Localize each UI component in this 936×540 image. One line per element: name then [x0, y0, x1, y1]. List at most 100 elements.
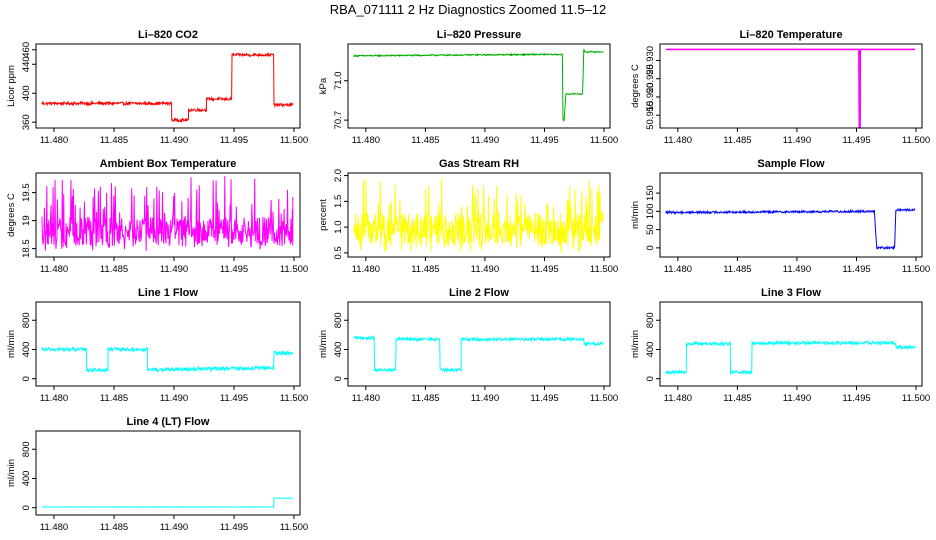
series-line: [41, 497, 294, 508]
x-tick-label: 11.495: [530, 135, 558, 146]
plot-frame: [347, 172, 611, 258]
x-tick-label: 11.490: [783, 393, 811, 404]
y-tick-label: 360: [21, 114, 32, 130]
series-group: [353, 48, 604, 122]
plot-frame: [347, 301, 611, 387]
series-line: [353, 48, 604, 122]
plot-frame: [659, 172, 923, 258]
y-tick-label: 400: [21, 342, 32, 358]
chart-panel-3: Li–820 Temperature 11.480 11.485 11.490 11.4…: [630, 29, 930, 146]
x-tick-label: 11.500: [902, 393, 930, 404]
x-tick-label: 11.485: [100, 264, 128, 275]
x-tick-label: 11.500: [902, 135, 930, 146]
y-tick-label: 0: [21, 376, 32, 381]
y-tick-label: 800: [21, 441, 32, 457]
series-group: [665, 48, 915, 128]
x-tick-label: 11.495: [220, 135, 248, 146]
y-tick-label: 100: [645, 203, 656, 219]
y-tick-label: 0: [21, 505, 32, 510]
plot-frame: [659, 301, 923, 387]
chart-panel-7: Line 1 Flow 11.480 11.485 11.490 11.495 11.50…: [6, 287, 308, 404]
chart-title: Sample Flow: [757, 158, 825, 170]
y-axis-label: ml/min: [630, 330, 641, 358]
series-line: [665, 339, 916, 376]
y-tick-label: 400: [333, 342, 344, 358]
x-tick-label: 11.480: [40, 135, 68, 146]
y-tick-label: 460: [21, 42, 32, 58]
y-tick-label: 400: [645, 342, 656, 358]
chart-title: Li–820 CO2: [138, 29, 198, 41]
chart-panel-6: Sample Flow 11.480 11.485 11.490 11.495 11.50…: [630, 158, 930, 275]
x-tick-label: 11.480: [352, 135, 380, 146]
y-tick-label: 1.0: [333, 221, 344, 234]
series-group: [41, 175, 294, 251]
y-axis-label: ml/min: [6, 330, 17, 358]
x-tick-label: 11.480: [352, 393, 380, 404]
series-group: [665, 207, 916, 251]
y-axis-label: degrees C: [6, 193, 17, 237]
y-axis-label: Licor ppm: [6, 65, 17, 107]
x-tick-label: 11.480: [40, 522, 68, 533]
x-tick-label: 11.500: [590, 264, 618, 275]
y-tick-label: 18.5: [21, 239, 32, 258]
x-tick-label: 11.500: [902, 264, 930, 275]
x-tick-label: 11.485: [723, 135, 751, 146]
x-tick-label: 11.490: [471, 135, 499, 146]
plot-frame: [35, 301, 301, 387]
x-tick-label: 11.490: [160, 135, 188, 146]
x-tick-label: 11.495: [842, 264, 870, 275]
series-group: [41, 497, 294, 508]
series-group: [353, 334, 604, 374]
x-tick-label: 11.495: [220, 393, 248, 404]
plot-frame: [35, 43, 301, 129]
series-line: [41, 51, 294, 124]
x-tick-label: 11.490: [160, 264, 188, 275]
x-tick-label: 11.480: [40, 393, 68, 404]
y-tick-label: 71.0: [333, 72, 344, 91]
x-tick-label: 11.480: [352, 264, 380, 275]
y-axis-label: ml/min: [6, 459, 17, 487]
x-tick-label: 11.485: [100, 393, 128, 404]
x-tick-label: 11.480: [664, 264, 692, 275]
plot-frame: [347, 43, 611, 129]
y-axis-label: kPa: [318, 77, 329, 94]
chart-panel-2: Li–820 Pressure 11.480 11.485 11.490 11.495 1…: [318, 29, 618, 146]
y-tick-label: 50.915: [645, 101, 656, 130]
x-tick-label: 11.500: [280, 522, 308, 533]
x-tick-label: 11.500: [280, 135, 308, 146]
x-tick-label: 11.495: [220, 264, 248, 275]
y-tick-label: 19.5: [21, 183, 32, 202]
chart-title: Line 4 (LT) Flow: [127, 416, 210, 428]
y-tick-label: 70.7: [333, 111, 344, 130]
x-tick-label: 11.490: [160, 393, 188, 404]
plot-frame: [35, 430, 301, 516]
x-tick-label: 11.495: [530, 393, 558, 404]
series-line: [41, 175, 294, 251]
y-tick-label: 50.925: [645, 64, 656, 93]
y-tick-label: 0.5: [333, 246, 344, 259]
x-tick-label: 11.485: [411, 264, 439, 275]
plot-frame: [659, 43, 923, 129]
y-tick-label: 50: [645, 224, 656, 235]
y-tick-label: 2.0: [333, 169, 344, 182]
chart-panel-9: Line 3 Flow 11.480 11.485 11.490 11.495 11.50…: [630, 287, 930, 404]
x-tick-label: 11.495: [842, 135, 870, 146]
series-line: [665, 207, 916, 251]
y-axis-label: percent: [318, 199, 329, 231]
chart-panel-1: Li–820 CO2 11.480 11.485 11.490 11.495 11.500…: [6, 29, 308, 146]
chart-panel-4: Ambient Box Temperature 11.480 11.485 11.49…: [6, 158, 308, 275]
y-axis-label: degrees C: [630, 64, 641, 108]
chart-panel-8: Line 2 Flow 11.480 11.485 11.490 11.495 11.50…: [318, 287, 618, 404]
series-line: [665, 48, 915, 128]
chart-title: Line 1 Flow: [138, 287, 198, 299]
x-tick-label: 11.485: [100, 135, 128, 146]
x-tick-label: 11.500: [590, 135, 618, 146]
x-tick-label: 11.480: [664, 393, 692, 404]
y-tick-label: 0: [645, 245, 656, 250]
chart-title: Line 2 Flow: [449, 287, 509, 299]
series-group: [41, 345, 294, 374]
series-group: [665, 339, 916, 376]
series-line: [353, 178, 604, 253]
x-tick-label: 11.495: [220, 522, 248, 533]
series-group: [41, 51, 294, 124]
